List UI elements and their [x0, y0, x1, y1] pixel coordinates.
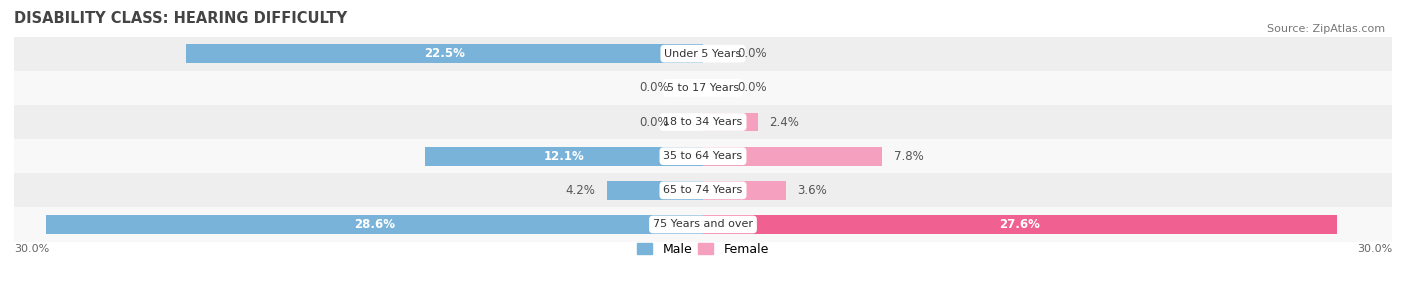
- Text: DISABILITY CLASS: HEARING DIFFICULTY: DISABILITY CLASS: HEARING DIFFICULTY: [14, 11, 347, 26]
- Text: 0.0%: 0.0%: [638, 116, 669, 128]
- Bar: [46, 215, 703, 234]
- Text: 4.2%: 4.2%: [565, 184, 595, 197]
- Bar: [14, 139, 1392, 173]
- Text: 35 to 64 Years: 35 to 64 Years: [664, 151, 742, 161]
- Text: 18 to 34 Years: 18 to 34 Years: [664, 117, 742, 127]
- Text: Under 5 Years: Under 5 Years: [665, 49, 741, 59]
- Text: 30.0%: 30.0%: [14, 244, 49, 254]
- Text: 2.4%: 2.4%: [769, 116, 800, 128]
- Bar: [703, 181, 786, 200]
- Text: 0.0%: 0.0%: [638, 81, 669, 94]
- Text: 22.5%: 22.5%: [425, 47, 465, 60]
- Text: 30.0%: 30.0%: [1357, 244, 1392, 254]
- Bar: [14, 71, 1392, 105]
- Bar: [606, 181, 703, 200]
- Bar: [703, 113, 758, 131]
- Text: 75 Years and over: 75 Years and over: [652, 220, 754, 229]
- Bar: [425, 147, 703, 166]
- Bar: [14, 105, 1392, 139]
- Text: 27.6%: 27.6%: [1000, 218, 1040, 231]
- Text: 12.1%: 12.1%: [544, 150, 585, 163]
- Bar: [14, 37, 1392, 71]
- Text: 5 to 17 Years: 5 to 17 Years: [666, 83, 740, 93]
- Bar: [186, 44, 703, 63]
- Bar: [14, 173, 1392, 207]
- Text: 28.6%: 28.6%: [354, 218, 395, 231]
- Text: Source: ZipAtlas.com: Source: ZipAtlas.com: [1267, 24, 1385, 34]
- Legend: Male, Female: Male, Female: [633, 238, 773, 261]
- Bar: [703, 215, 1337, 234]
- Text: 7.8%: 7.8%: [894, 150, 924, 163]
- Text: 3.6%: 3.6%: [797, 184, 827, 197]
- Text: 65 to 74 Years: 65 to 74 Years: [664, 185, 742, 195]
- Bar: [703, 147, 882, 166]
- Bar: [14, 207, 1392, 242]
- Text: 0.0%: 0.0%: [738, 81, 768, 94]
- Text: 0.0%: 0.0%: [738, 47, 768, 60]
